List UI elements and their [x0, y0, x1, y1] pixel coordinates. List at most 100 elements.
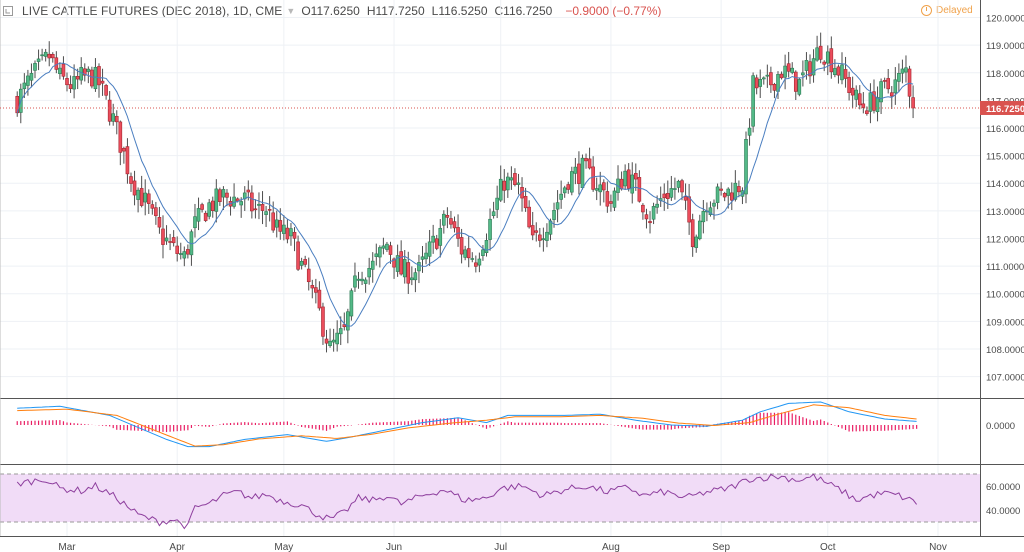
- chevron-down-icon[interactable]: ▼: [286, 6, 296, 16]
- candle: [591, 156, 595, 192]
- ohlc-open: O117.6250: [301, 4, 360, 18]
- candle: [264, 205, 268, 227]
- price-tick-label: 111.0000: [986, 262, 1024, 273]
- candle: [378, 245, 382, 268]
- candle: [331, 328, 336, 352]
- candle: [463, 245, 467, 261]
- candle: [214, 179, 219, 223]
- last-price-label: 116.7250: [986, 104, 1024, 115]
- candle: [669, 175, 674, 201]
- candle: [840, 52, 844, 85]
- candle: [228, 196, 233, 216]
- candle: [854, 85, 859, 108]
- candle: [459, 228, 464, 264]
- candle: [218, 187, 222, 206]
- candle: [520, 177, 524, 212]
- candle: [97, 63, 101, 98]
- candle: [285, 219, 290, 244]
- candle: [879, 78, 883, 115]
- candle: [253, 199, 258, 219]
- candle: [630, 162, 635, 204]
- candle: [335, 320, 339, 352]
- delayed-label: Delayed: [936, 5, 973, 16]
- candle: [33, 60, 37, 79]
- price-tick-label: 119.0000: [986, 41, 1024, 52]
- candle: [456, 214, 460, 247]
- candle: [317, 281, 322, 311]
- moving-average-line: [16, 62, 914, 327]
- candle: [274, 210, 279, 238]
- candle: [193, 203, 197, 238]
- candle: [328, 328, 332, 348]
- delayed-badge[interactable]: Delayed: [921, 5, 973, 16]
- candle: [22, 73, 27, 99]
- candle: [427, 229, 432, 266]
- candle: [125, 138, 130, 184]
- candle: [811, 49, 816, 83]
- candle: [150, 200, 155, 215]
- candle: [744, 131, 748, 204]
- candle: [857, 85, 862, 110]
- candle: [445, 207, 450, 229]
- candle: [157, 206, 162, 234]
- candle: [481, 245, 485, 261]
- candle: [86, 66, 91, 84]
- grid: [0, 0, 980, 536]
- candle: [168, 233, 172, 251]
- price-tick-label: 120.0000: [986, 14, 1024, 25]
- candle: [424, 242, 428, 265]
- collapse-icon[interactable]: [3, 6, 13, 16]
- candle: [808, 54, 812, 84]
- candle: [694, 234, 699, 253]
- candle: [865, 106, 869, 116]
- candle: [385, 241, 389, 252]
- candle: [257, 192, 261, 220]
- candle: [740, 187, 745, 205]
- candle: [449, 210, 453, 229]
- candle: [303, 255, 307, 268]
- candle: [299, 257, 304, 270]
- candle: [651, 202, 656, 225]
- candle: [420, 245, 425, 273]
- pane-separators: [0, 0, 1024, 537]
- ohlc-high: H117.7250: [366, 4, 425, 18]
- candle: [349, 288, 354, 321]
- candle: [797, 77, 802, 97]
- macd-signal-line: [17, 404, 917, 447]
- candle: [722, 191, 727, 202]
- ohlc-close: C116.7250: [494, 4, 553, 18]
- candle: [434, 234, 439, 251]
- candle: [729, 182, 734, 211]
- candle: [516, 173, 521, 195]
- candle: [438, 219, 443, 258]
- candle: [314, 278, 318, 304]
- candle: [178, 242, 183, 260]
- candle: [321, 302, 325, 345]
- candle: [139, 175, 144, 208]
- candle: [818, 32, 823, 64]
- candle: [154, 201, 158, 225]
- time-tick-label: Nov: [929, 542, 947, 552]
- candle: [491, 201, 496, 219]
- candle: [577, 151, 581, 195]
- candle: [402, 249, 407, 284]
- candle: [360, 271, 364, 286]
- candle: [61, 56, 66, 80]
- price-tick-label: 113.0000: [986, 207, 1024, 218]
- price-tick-label: 115.0000: [986, 152, 1024, 163]
- candles: [15, 32, 915, 353]
- candle: [506, 172, 510, 198]
- candle: [701, 200, 706, 234]
- candle: [587, 147, 592, 170]
- candle: [146, 189, 151, 215]
- candle: [47, 41, 52, 67]
- candle: [306, 257, 311, 291]
- candle: [381, 237, 386, 255]
- symbol-title[interactable]: LIVE CATTLE FUTURES (DEC 2018), 1D, CME: [22, 4, 283, 18]
- candle: [683, 183, 688, 210]
- time-axis: Mar Apr May Jun Jul Aug Sep Oct Nov: [58, 542, 946, 552]
- candle: [637, 170, 642, 203]
- candle: [900, 59, 905, 84]
- candle: [545, 223, 549, 248]
